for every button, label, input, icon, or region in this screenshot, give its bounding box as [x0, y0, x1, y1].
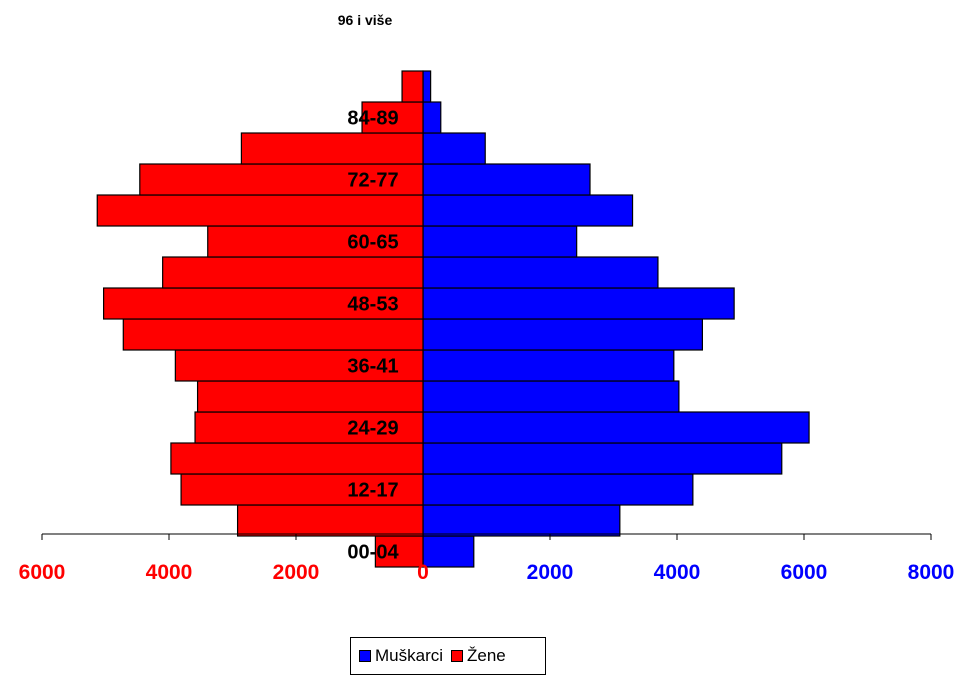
- bar-muskarci-13: [422, 132, 486, 165]
- bar-zene-0: [374, 535, 424, 568]
- bar-zene-6: [174, 349, 424, 382]
- bar-zene-9: [162, 256, 424, 289]
- x-tick-label-3: 0: [417, 561, 429, 584]
- age-group-label-3: 36-41: [347, 356, 398, 378]
- age-group-label-6: 72-77: [347, 170, 398, 192]
- age-group-label-4: 48-53: [347, 294, 398, 316]
- x-tick-label-7: 8000: [908, 561, 955, 584]
- bar-muskarci-3: [422, 442, 783, 475]
- legend-swatch-muskarci: [359, 650, 371, 662]
- bar-muskarci-9: [422, 256, 659, 289]
- x-tick-label-5: 4000: [654, 561, 701, 584]
- legend-item-muskarci: Muškarci: [359, 646, 443, 666]
- x-tick-label-1: 4000: [146, 561, 193, 584]
- chart-legend: Muškarci Žene: [350, 637, 546, 675]
- bar-muskarci-7: [422, 318, 703, 351]
- bar-zene-2: [180, 473, 424, 506]
- bar-zene-5: [196, 380, 424, 413]
- legend-label-muskarci: Muškarci: [375, 646, 444, 665]
- bar-muskarci-5: [422, 380, 680, 413]
- bar-muskarci-0: [422, 535, 475, 568]
- bar-muskarci-12: [422, 163, 591, 196]
- age-group-label-2: 24-29: [347, 418, 398, 440]
- bar-zene-10: [207, 225, 424, 258]
- bar-muskarci-1: [422, 504, 621, 537]
- bar-muskarci-4: [422, 411, 810, 444]
- bar-zene-14: [361, 101, 424, 134]
- age-group-label-5: 60-65: [347, 232, 398, 254]
- bar-muskarci-15: [422, 70, 432, 103]
- bar-muskarci-2: [422, 473, 694, 506]
- x-tick-label-0: 6000: [19, 561, 66, 584]
- bar-muskarci-8: [422, 287, 735, 320]
- bar-muskarci-14: [422, 101, 442, 134]
- bar-zene-3: [170, 442, 424, 475]
- bar-zene-13: [240, 132, 424, 165]
- bar-zene-8: [102, 287, 424, 320]
- bar-zene-11: [96, 194, 424, 227]
- legend-label-zene: Žene: [467, 646, 506, 665]
- legend-item-zene: Žene: [451, 646, 506, 666]
- bar-zene-15: [401, 70, 424, 103]
- age-group-label-8: 96 i više: [338, 12, 393, 28]
- age-group-label-1: 12-17: [347, 480, 398, 502]
- bar-muskarci-11: [422, 194, 634, 227]
- x-tick-label-6: 6000: [781, 561, 828, 584]
- age-group-label-0: 00-04: [347, 542, 399, 564]
- bar-zene-1: [236, 504, 424, 537]
- bar-muskarci-10: [422, 225, 578, 258]
- bar-zene-12: [139, 163, 424, 196]
- bar-muskarci-6: [422, 349, 675, 382]
- x-tick-label-4: 2000: [527, 561, 574, 584]
- age-group-label-7: 84-89: [347, 108, 398, 130]
- bar-zene-7: [122, 318, 424, 351]
- legend-swatch-zene: [451, 650, 464, 662]
- x-tick-label-2: 2000: [273, 561, 320, 584]
